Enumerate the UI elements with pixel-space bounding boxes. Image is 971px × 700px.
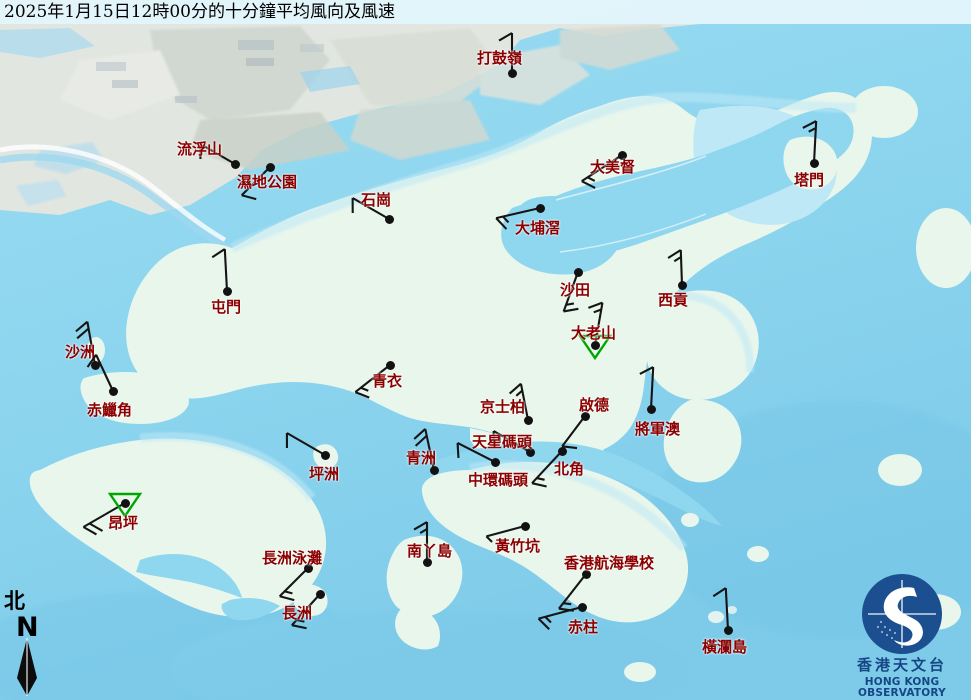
hko-name-en: HONG KONG OBSERVATORY bbox=[858, 676, 946, 699]
station-label: 昂坪 bbox=[108, 514, 139, 532]
station-label: 流浮山 bbox=[177, 140, 223, 158]
station-dot bbox=[557, 446, 567, 456]
station-dot bbox=[677, 280, 687, 290]
compass-rose: 北 N bbox=[4, 590, 62, 698]
station-label: 將軍澳 bbox=[635, 420, 681, 438]
shallow-water-halo bbox=[139, 92, 857, 552]
station-dot bbox=[385, 360, 395, 370]
station-label: 長洲 bbox=[282, 604, 313, 622]
coast-detail bbox=[555, 155, 707, 253]
station-label: 香港航海學校 bbox=[564, 554, 655, 572]
hko-logo: 香港天文台 HONG KONG OBSERVATORY bbox=[838, 572, 966, 699]
station-dot bbox=[577, 602, 587, 612]
mainland-satellite-area bbox=[0, 24, 700, 252]
station-dot bbox=[646, 404, 656, 414]
station-dot bbox=[490, 457, 500, 467]
station-label: 赤鱲角 bbox=[87, 401, 133, 419]
station-dot bbox=[222, 286, 232, 296]
compass-needle-icon bbox=[17, 638, 37, 696]
station-dot bbox=[723, 625, 733, 635]
station-label: 黃竹坑 bbox=[495, 537, 541, 555]
station-label: 沙洲 bbox=[65, 343, 96, 361]
station-dot bbox=[523, 415, 533, 425]
page-title: 2025年1月15日12時00分的十分鐘平均風向及風速 bbox=[4, 2, 395, 22]
hko-emblem-icon bbox=[862, 574, 942, 654]
compass-label-n: N bbox=[16, 612, 39, 643]
station-dot bbox=[809, 158, 819, 168]
station-label: 京士柏 bbox=[480, 398, 526, 416]
station-dot bbox=[303, 563, 313, 573]
station-dot bbox=[265, 162, 275, 172]
station-label: 天星碼頭 bbox=[472, 433, 533, 451]
station-dot bbox=[90, 360, 100, 370]
station-label: 大埔滘 bbox=[515, 219, 561, 237]
station-label: 塔門 bbox=[794, 171, 825, 189]
station-dot bbox=[535, 203, 545, 213]
station-label: 橫瀾島 bbox=[702, 638, 748, 656]
station-label: 濕地公園 bbox=[237, 173, 298, 191]
station-label: 打鼓嶺 bbox=[477, 49, 523, 67]
station-label: 沙田 bbox=[560, 281, 591, 299]
station-dot bbox=[108, 386, 118, 396]
compass-label-cn: 北 bbox=[4, 588, 25, 613]
station-label: 長洲泳灘 bbox=[262, 549, 323, 567]
station-label: 青洲 bbox=[406, 449, 437, 467]
station-label: 西貢 bbox=[658, 291, 689, 309]
station-label: 青衣 bbox=[372, 372, 403, 390]
station-label: 大美督 bbox=[590, 158, 636, 176]
hko-name-cn: 香港天文台 bbox=[856, 656, 947, 674]
station-dot bbox=[384, 214, 394, 224]
station-dot bbox=[120, 498, 130, 508]
station-label: 大老山 bbox=[571, 324, 617, 342]
station-label: 啟德 bbox=[579, 396, 610, 414]
station-dot bbox=[573, 267, 583, 277]
station-dot bbox=[525, 447, 535, 457]
station-dot bbox=[230, 159, 240, 169]
strong-wind-alert-icon bbox=[107, 492, 143, 519]
station-dot bbox=[429, 465, 439, 475]
station-dot bbox=[320, 450, 330, 460]
station-label: 坪洲 bbox=[309, 465, 340, 483]
station-dot bbox=[590, 340, 600, 350]
station-dot bbox=[520, 521, 530, 531]
station-dot bbox=[580, 411, 590, 421]
station-label: 北角 bbox=[554, 460, 585, 478]
station-label: 石崗 bbox=[361, 191, 392, 209]
station-label: 中環碼頭 bbox=[468, 471, 529, 489]
station-dot bbox=[315, 589, 325, 599]
station-dot bbox=[422, 557, 432, 567]
strong-wind-alert-icon bbox=[577, 334, 613, 361]
station-dot bbox=[617, 150, 627, 160]
station-dot bbox=[581, 569, 591, 579]
station-label: 赤柱 bbox=[568, 618, 599, 636]
station-label: 屯門 bbox=[211, 298, 242, 316]
title-bar: 2025年1月15日12時00分的十分鐘平均風向及風速 bbox=[0, 0, 971, 24]
station-label: 南丫島 bbox=[407, 542, 453, 560]
station-dot bbox=[507, 68, 517, 78]
